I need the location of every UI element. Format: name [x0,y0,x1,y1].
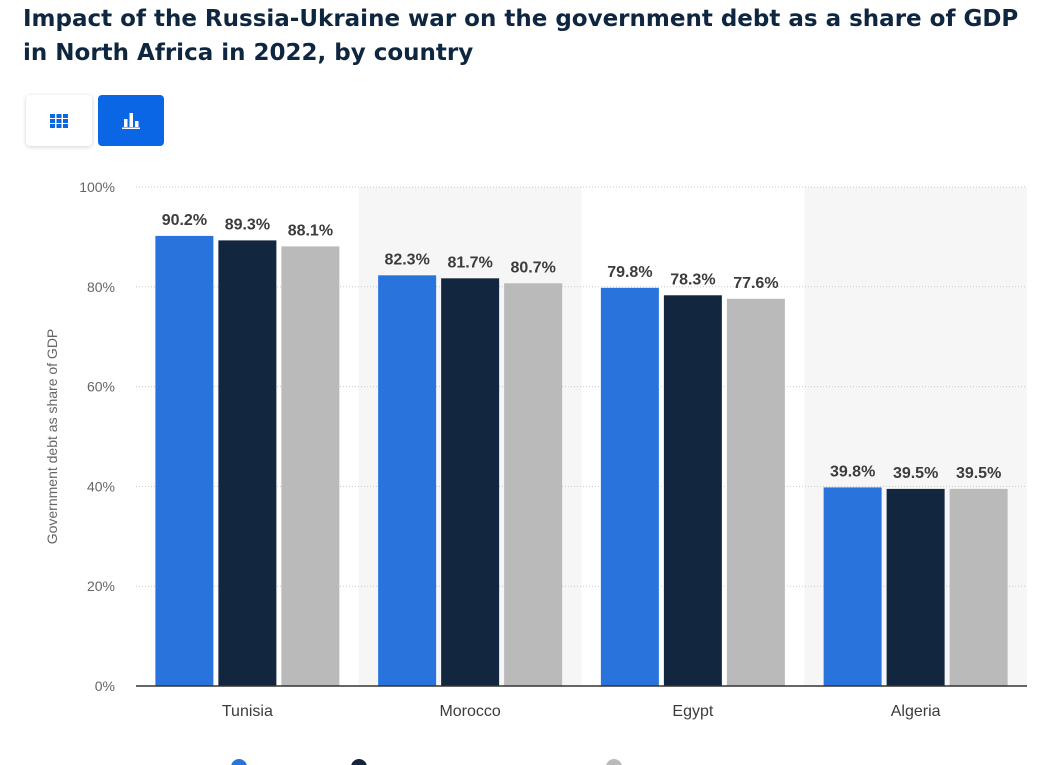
y-tick-label: 0% [95,678,115,694]
legend [0,755,1057,765]
bar [504,283,563,686]
x-tick-label: Tunisia [222,703,273,720]
y-tick-label: 40% [87,478,115,494]
bar [949,488,1008,686]
chart-view-button[interactable] [98,95,164,146]
legend-marker [606,759,622,765]
data-label: 89.3% [225,216,270,233]
data-label: 90.2% [162,212,207,229]
bar-chart-icon [122,113,140,129]
data-label: 80.7% [510,259,555,276]
chart-title: Impact of the Russia-Ukraine war on the … [23,6,1019,66]
table-grid-icon [50,113,68,128]
data-label: 39.5% [893,465,938,482]
bar [600,287,659,686]
data-label: 81.7% [447,254,492,271]
x-tick-label: Morocco [439,703,500,720]
bar [886,488,945,686]
chart-area: 0% 20% 40% 60% 80% 100% Government debt as sha… [0,165,1057,760]
bar [663,295,722,686]
data-label: 77.6% [733,275,778,292]
y-tick-label: 20% [87,578,115,594]
data-label: 39.8% [830,463,875,480]
bar [823,487,882,686]
x-tick-label: Algeria [891,703,941,720]
x-tick-label: Egypt [672,703,713,720]
bar [378,275,437,686]
data-label: 82.3% [384,251,429,268]
data-label: 79.8% [607,264,652,281]
y-tick-label: 80% [87,279,115,295]
data-label: 78.3% [670,271,715,288]
y-tick-label: 60% [87,379,115,395]
y-axis-title: Government debt as share of GDP [44,329,60,545]
bar [281,246,340,687]
bar-chart: 0% 20% 40% 60% 80% 100% Government debt as sha… [44,179,1027,720]
y-tick-label: 100% [79,179,115,195]
bar [155,235,214,686]
bar [441,278,500,686]
bar [726,298,785,686]
legend-marker [231,759,247,765]
table-view-button[interactable] [26,95,92,146]
legend-marker [351,759,367,765]
data-label: 88.1% [288,222,333,239]
bar [218,240,277,686]
data-label: 39.5% [956,465,1001,482]
